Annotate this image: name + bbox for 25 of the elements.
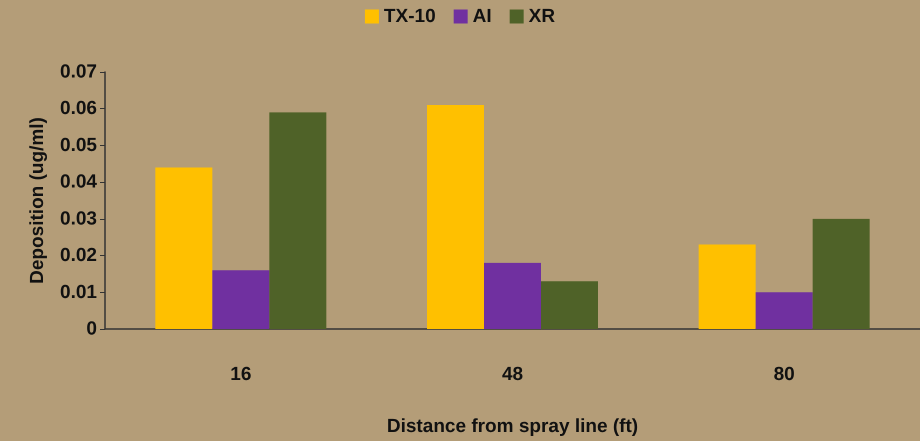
x-tick-label: 48 xyxy=(502,364,524,385)
legend-label: AI xyxy=(472,6,492,27)
bar xyxy=(269,112,326,329)
x-tick-label: 80 xyxy=(774,364,795,385)
legend-label: TX-10 xyxy=(384,6,436,27)
bar xyxy=(155,167,212,329)
bar xyxy=(212,270,270,329)
bar xyxy=(812,218,870,329)
y-tick-label: 0.04 xyxy=(60,172,98,193)
bar xyxy=(756,292,813,329)
bar xyxy=(541,281,598,329)
y-axis-title: Deposition (ug/ml) xyxy=(27,117,48,284)
y-tick-label: 0 xyxy=(86,318,97,340)
y-tick-label: 0.07 xyxy=(60,62,97,82)
y-tick-label: 0.05 xyxy=(60,134,98,156)
x-tick-label: 16 xyxy=(230,364,252,385)
y-tick-label: 0.06 xyxy=(60,98,97,120)
bar xyxy=(427,105,484,329)
bar xyxy=(484,262,541,329)
y-tick-label: 0.03 xyxy=(60,208,97,230)
bar xyxy=(698,244,756,329)
y-tick-label: 0.01 xyxy=(60,282,98,303)
y-tick-label: 0.02 xyxy=(60,245,97,266)
legend-label: XR xyxy=(528,6,556,27)
x-axis-title: Distance from spray line (ft) xyxy=(386,416,638,437)
